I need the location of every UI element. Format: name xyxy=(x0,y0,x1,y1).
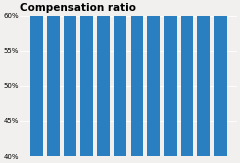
Bar xyxy=(181,0,193,156)
Bar xyxy=(64,0,76,156)
Text: Compensation ratio: Compensation ratio xyxy=(20,3,137,14)
Bar xyxy=(114,0,126,156)
Bar xyxy=(30,0,43,156)
Bar xyxy=(214,0,227,156)
Bar xyxy=(164,0,177,156)
Bar xyxy=(97,0,110,156)
Bar xyxy=(198,0,210,156)
Bar xyxy=(131,0,143,156)
Bar xyxy=(147,0,160,156)
Bar xyxy=(47,0,60,156)
Bar xyxy=(80,0,93,156)
